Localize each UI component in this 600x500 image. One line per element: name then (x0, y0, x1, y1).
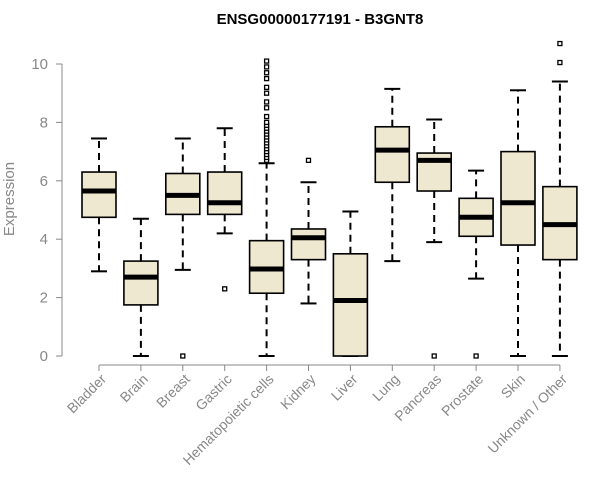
box-5 (248, 58, 285, 357)
x-tick-label: Breast (153, 371, 193, 411)
outlier-point (557, 40, 563, 47)
outlier-point (263, 99, 270, 105)
outlier-point (557, 59, 563, 66)
x-tick-label: Unknown / Other (484, 371, 570, 457)
box-1 (81, 137, 117, 273)
y-tick-label: 6 (40, 173, 48, 190)
outlier-point (180, 353, 186, 359)
y-axis-label: Expression (1, 162, 18, 236)
iqr-box (81, 171, 117, 219)
box-4 (206, 127, 243, 292)
y-tick-label: 4 (40, 231, 48, 248)
chart-title: ENSG00000177191 - B3GNT8 (217, 11, 424, 28)
outlier-point (263, 58, 270, 64)
outlier-point (222, 286, 228, 292)
box-7 (332, 210, 369, 357)
x-tick-label: Kidney (277, 371, 319, 413)
outlier-point (263, 113, 270, 120)
boxes-group (81, 40, 578, 359)
outlier-point (263, 90, 270, 96)
iqr-box (500, 150, 536, 246)
outlier-point (263, 84, 270, 91)
box-12 (542, 40, 578, 357)
x-tick-label: Skin (498, 371, 529, 402)
x-tick-label: Brain (117, 371, 151, 405)
box-8 (374, 87, 411, 263)
iqr-box (206, 171, 243, 216)
x-tick-label: Prostate (438, 371, 486, 419)
x-tick-label: Lung (369, 371, 402, 404)
y-tick-label: 10 (31, 56, 48, 73)
iqr-box (123, 260, 159, 306)
outlier-point (305, 157, 312, 164)
box-10 (458, 169, 494, 359)
y-tick-label: 0 (40, 348, 48, 365)
y-axis: 0 2 4 6 8 10 (31, 56, 63, 365)
box-2 (123, 217, 159, 357)
box-3 (165, 137, 201, 359)
iqr-box (374, 125, 411, 184)
outlier-point (263, 75, 270, 82)
box-11 (500, 89, 536, 357)
outlier-point (263, 64, 270, 70)
outlier-point (473, 353, 479, 359)
y-tick-label: 2 (40, 290, 48, 307)
x-tick-label: Liver (328, 371, 361, 404)
box-6 (290, 157, 327, 305)
x-tick-label: Pancreas (391, 371, 444, 424)
outlier-point (263, 70, 270, 76)
outlier-point (263, 119, 270, 126)
iqr-box (332, 253, 369, 357)
outlier-point (263, 105, 270, 111)
outlier-point (431, 353, 437, 359)
x-tick-label: Bladder (64, 371, 110, 417)
y-tick-label: 8 (40, 114, 48, 131)
box-9 (416, 118, 453, 359)
iqr-box (290, 228, 327, 261)
